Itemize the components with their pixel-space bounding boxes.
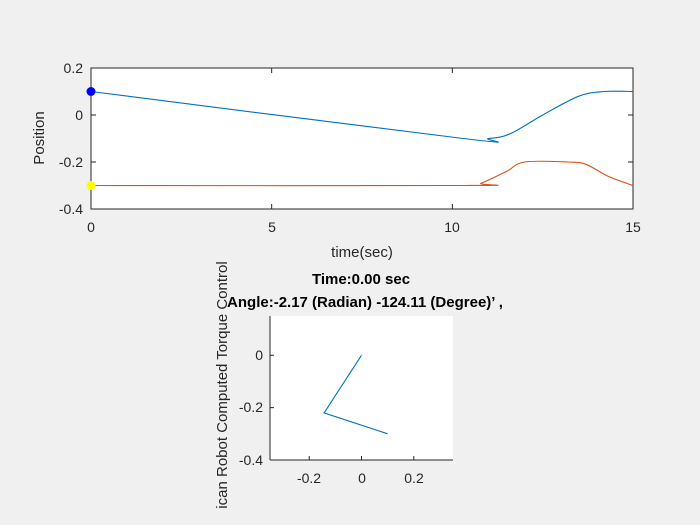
top-plot-area <box>90 67 634 210</box>
top-marker-0 <box>86 87 96 96</box>
top-series-line-0 <box>90 90 634 143</box>
top-series-line-1 <box>90 160 634 187</box>
top-x-tick-3: 15 <box>625 219 641 235</box>
top-y-label: Position <box>31 111 48 164</box>
top-marker-1 <box>86 181 96 190</box>
top-ticks-group <box>90 67 634 210</box>
bottom-x-tick-0: -0.2 <box>297 470 321 486</box>
bottom-y-tick-1: -0.2 <box>239 399 263 415</box>
top-y-tick-0: -0.4 <box>59 201 83 217</box>
top-y-tick-3: 0.2 <box>64 60 84 76</box>
top-x-tick-1: 5 <box>268 219 276 235</box>
top-y-tick-1: -0.2 <box>59 154 83 170</box>
bottom-y-tick-2: 0 <box>255 347 263 363</box>
bottom-ticks-group <box>270 354 415 461</box>
bottom-axes: Time:0.00 sec Angle:-2.17 (Radian) -124.… <box>214 261 503 508</box>
bottom-title: Time:0.00 sec <box>312 271 410 288</box>
bottom-series-group <box>323 355 388 435</box>
bottom-y-tick-0: -0.4 <box>239 452 263 468</box>
bottom-y-label: ican Robot Computed Torque Control <box>214 261 231 508</box>
top-x-label: time(sec) <box>331 244 393 261</box>
robot-arm-line-0 <box>323 355 388 435</box>
top-y-tick-2: 0 <box>75 107 83 123</box>
top-x-tick-0: 0 <box>87 219 95 235</box>
bottom-plot-area <box>270 316 453 460</box>
top-series-group <box>86 87 634 190</box>
top-axes: 0 5 10 15 -0.4 -0.2 0 0.2 time(sec) Posi… <box>31 60 641 261</box>
top-x-tick-2: 10 <box>444 219 460 235</box>
bottom-x-tick-1: 0 <box>358 470 366 486</box>
bottom-x-tick-2: 0.2 <box>404 470 424 486</box>
bottom-subtitle: Angle:-2.17 (Radian) -124.11 (Degree)’ , <box>227 294 503 311</box>
